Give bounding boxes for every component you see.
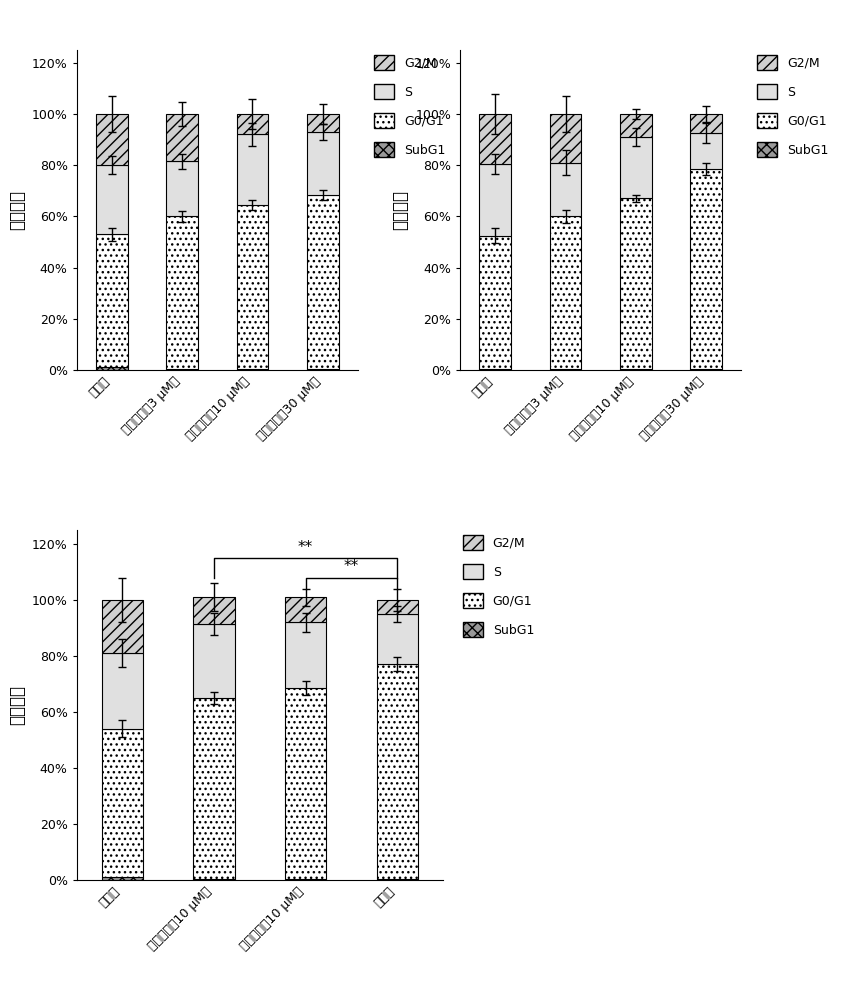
Bar bbox=[96, 234, 128, 367]
Bar bbox=[193, 597, 234, 624]
Bar bbox=[377, 614, 417, 664]
Bar bbox=[237, 114, 268, 134]
Bar bbox=[166, 161, 198, 216]
Bar bbox=[307, 369, 338, 370]
Bar bbox=[690, 169, 722, 369]
Bar bbox=[166, 114, 198, 161]
Bar bbox=[193, 698, 234, 879]
Legend: G2/M, S, G0/G1, SubG1: G2/M, S, G0/G1, SubG1 bbox=[369, 50, 451, 162]
Bar bbox=[166, 369, 198, 370]
Y-axis label: 周期分布: 周期分布 bbox=[9, 190, 26, 230]
Bar bbox=[102, 653, 143, 729]
Bar bbox=[96, 367, 128, 370]
Text: **: ** bbox=[298, 540, 314, 555]
Bar bbox=[690, 114, 722, 133]
Y-axis label: 周期分布: 周期分布 bbox=[9, 685, 26, 725]
Bar bbox=[96, 114, 128, 165]
Bar bbox=[285, 597, 326, 622]
Bar bbox=[550, 369, 581, 370]
Bar bbox=[480, 114, 511, 164]
Bar bbox=[620, 369, 652, 370]
Bar bbox=[102, 877, 143, 880]
Bar bbox=[550, 114, 581, 163]
Legend: G2/M, S, G0/G1, SubG1: G2/M, S, G0/G1, SubG1 bbox=[458, 530, 539, 642]
Legend: G2/M, S, G0/G1, SubG1: G2/M, S, G0/G1, SubG1 bbox=[752, 50, 834, 162]
Bar bbox=[237, 134, 268, 205]
Bar bbox=[285, 688, 326, 879]
Bar bbox=[237, 205, 268, 369]
Bar bbox=[307, 132, 338, 195]
Bar bbox=[102, 729, 143, 877]
Bar bbox=[166, 216, 198, 369]
Bar bbox=[480, 164, 511, 236]
Bar bbox=[550, 163, 581, 216]
Y-axis label: 周期分布: 周期分布 bbox=[392, 190, 410, 230]
Bar bbox=[480, 369, 511, 370]
Bar bbox=[193, 624, 234, 698]
Bar bbox=[96, 165, 128, 234]
Bar bbox=[620, 114, 652, 137]
Bar bbox=[690, 369, 722, 370]
Bar bbox=[307, 195, 338, 369]
Bar bbox=[690, 133, 722, 169]
Bar bbox=[285, 879, 326, 880]
Bar bbox=[620, 137, 652, 198]
Bar bbox=[480, 236, 511, 369]
Bar bbox=[285, 622, 326, 688]
Bar bbox=[102, 600, 143, 653]
Bar bbox=[550, 216, 581, 369]
Bar bbox=[307, 114, 338, 132]
Bar bbox=[377, 664, 417, 879]
Bar bbox=[377, 600, 417, 614]
Bar bbox=[620, 198, 652, 369]
Bar bbox=[377, 879, 417, 880]
Bar bbox=[237, 369, 268, 370]
Bar bbox=[193, 879, 234, 880]
Text: **: ** bbox=[344, 559, 359, 574]
